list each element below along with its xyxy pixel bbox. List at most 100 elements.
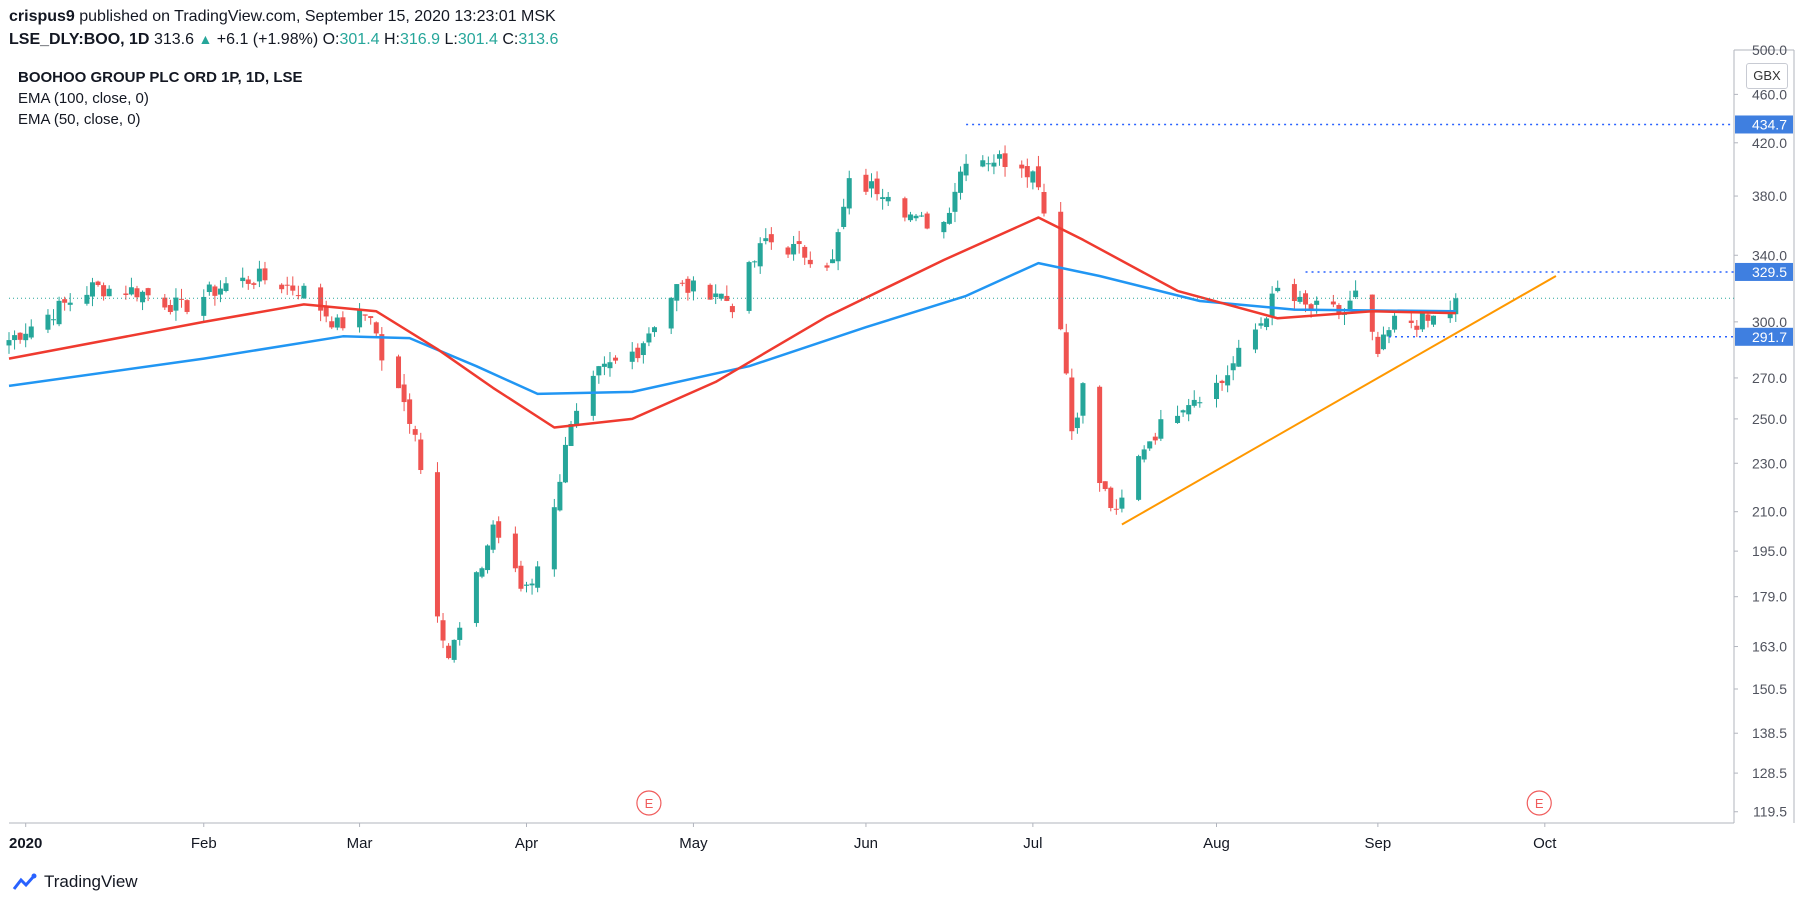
candle-body <box>1141 449 1147 460</box>
y-tick-label: 500.0 <box>1752 42 1787 58</box>
candle-body <box>568 423 574 447</box>
y-tick-label: 150.5 <box>1752 681 1787 697</box>
x-tick-label: Aug <box>1203 835 1230 852</box>
candle-body <box>329 321 335 328</box>
x-tick-label: Jul <box>1023 835 1042 852</box>
candle-body <box>1252 329 1258 350</box>
legend-ema50[interactable]: EMA (50, close, 0) <box>18 111 141 128</box>
candle-body <box>51 319 57 321</box>
candle-body <box>1080 383 1086 416</box>
last-price: 313.6 <box>153 31 194 48</box>
candle-body <box>1453 298 1459 315</box>
level-label: 434.7 <box>1752 116 1787 132</box>
candle-body <box>841 206 847 227</box>
tradingview-brand: TradingView <box>44 872 138 891</box>
x-tick-label: Jun <box>854 835 878 852</box>
candle-body <box>1447 310 1453 319</box>
candle-body <box>407 399 413 424</box>
candle-body <box>590 375 596 416</box>
candle-body <box>963 163 969 176</box>
y-tick-label: 300.0 <box>1752 314 1787 330</box>
close-value: 313.6 <box>518 31 559 48</box>
candle-body <box>996 154 1002 159</box>
candle-body <box>67 302 73 305</box>
candle-body <box>279 284 285 290</box>
candle-body <box>830 259 836 264</box>
candle-body <box>179 298 184 300</box>
candle-body <box>473 572 479 624</box>
candle-body <box>601 363 607 367</box>
candle-body <box>496 521 502 538</box>
candle-body <box>1191 399 1197 406</box>
candle-body <box>1019 164 1025 169</box>
candle-body <box>1414 325 1420 330</box>
candle-body <box>635 347 641 359</box>
candle-body <box>902 198 908 218</box>
candle-body <box>512 533 518 569</box>
candle-body <box>490 524 496 550</box>
candle-body <box>763 238 769 242</box>
candle-body <box>240 277 246 282</box>
candle-body <box>1002 153 1008 167</box>
candle-body <box>401 384 407 403</box>
candle-body <box>201 296 207 316</box>
candle-body <box>434 472 440 617</box>
currency-badge[interactable]: GBX <box>1746 63 1788 89</box>
tradingview-cloud-icon <box>12 873 37 890</box>
candle-body <box>284 284 290 286</box>
low-value: 301.4 <box>457 31 498 48</box>
price-change: +6.1 (+1.98%) <box>216 31 319 48</box>
high-value: 316.9 <box>400 31 441 48</box>
candle-body <box>1136 456 1142 500</box>
candle-body <box>985 163 991 165</box>
candle-body <box>1303 293 1309 305</box>
candle-body <box>1214 382 1219 400</box>
candle-body <box>1069 377 1075 432</box>
candle-body <box>518 565 524 589</box>
candle-body <box>557 481 563 511</box>
candle-body <box>206 284 212 293</box>
candle-body <box>145 288 151 296</box>
candle-body <box>1180 410 1186 413</box>
candle-body <box>457 627 463 640</box>
low-label: L: <box>444 31 458 48</box>
candle-body <box>524 584 529 586</box>
earnings-marker-label: E <box>645 796 654 811</box>
candle-body <box>6 340 12 346</box>
candle-body <box>941 221 947 233</box>
y-tick-label: 460.0 <box>1752 86 1787 102</box>
candle-body <box>1030 171 1036 183</box>
candle-body <box>946 212 952 224</box>
candle-body <box>56 300 62 325</box>
candle-body <box>869 181 874 189</box>
candle-body <box>752 261 758 263</box>
candle-body <box>418 439 424 471</box>
candle-body <box>874 178 880 195</box>
candle-body <box>1308 304 1314 310</box>
candle-body <box>95 281 101 286</box>
candle-body <box>646 333 652 343</box>
candle-body <box>685 278 691 293</box>
candle-body <box>12 335 18 341</box>
candle-body <box>1230 363 1236 371</box>
candle-body <box>535 566 541 588</box>
candle-body <box>1314 300 1320 305</box>
candle-body <box>412 429 418 435</box>
candle-body <box>846 178 852 209</box>
candle-body <box>323 307 329 317</box>
x-tick-label: 2020 <box>9 835 42 852</box>
tradingview-logo[interactable]: TradingView <box>10 872 138 892</box>
legend-ema100[interactable]: EMA (100, close, 0) <box>18 90 149 107</box>
author-name[interactable]: crispus9 <box>9 8 75 25</box>
candle-body <box>1353 290 1359 298</box>
candle-body <box>1380 334 1386 350</box>
candle-body <box>1035 166 1041 188</box>
price-chart[interactable]: 500.0 460.0 420.0 380.0 340.0 300.0 270.0 250.0… <box>0 0 1805 860</box>
candle-body <box>23 333 29 341</box>
candle-body <box>791 243 797 255</box>
candle-body <box>373 322 379 334</box>
candle-body <box>1074 417 1080 429</box>
candle-body <box>256 268 262 282</box>
candle-body <box>140 291 146 303</box>
candle-body <box>223 283 229 291</box>
